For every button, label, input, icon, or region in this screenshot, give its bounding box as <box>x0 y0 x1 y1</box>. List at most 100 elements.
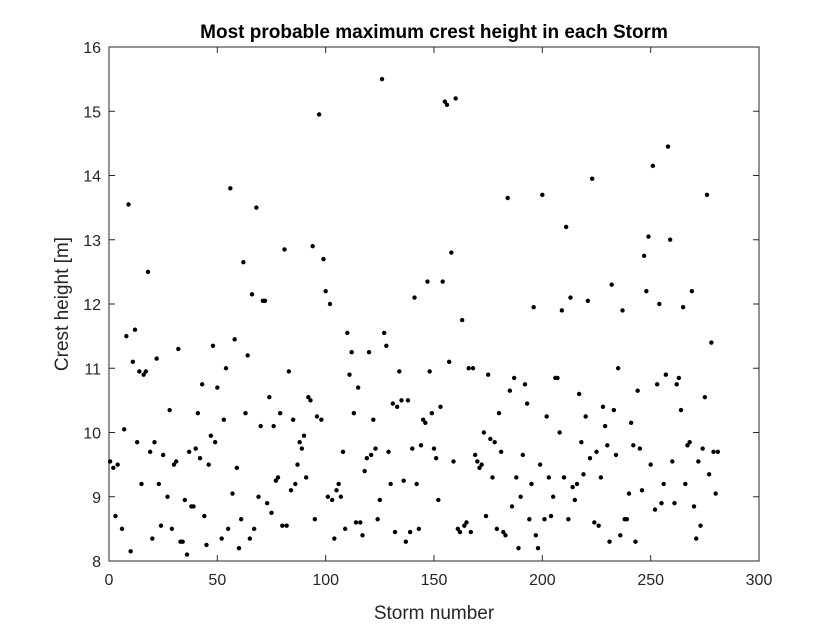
data-point <box>238 517 244 522</box>
data-point <box>600 404 606 409</box>
data-point <box>596 523 601 528</box>
data-point <box>416 526 422 532</box>
data-point <box>433 456 439 461</box>
data-point <box>277 411 283 416</box>
data-point <box>555 375 560 381</box>
data-point <box>479 462 484 467</box>
data-point <box>245 353 250 358</box>
data-point <box>111 465 116 471</box>
data-point <box>618 533 623 538</box>
data-point <box>345 330 350 336</box>
data-point <box>533 533 539 538</box>
data-point <box>206 462 211 467</box>
data-point <box>366 349 372 355</box>
data-point <box>267 394 272 400</box>
data-point <box>494 526 500 532</box>
y-tick-label: 15 <box>83 104 101 121</box>
data-point <box>269 510 274 516</box>
data-point <box>349 349 354 355</box>
data-point <box>628 420 634 426</box>
data-point <box>377 497 383 503</box>
data-point <box>602 423 608 429</box>
axis-ticks: 0 50 100 150 200 250 300 8 9 10 11 12 13 14 15 16 <box>83 40 772 589</box>
data-point <box>592 520 597 525</box>
data-point <box>306 394 311 400</box>
data-point <box>169 526 175 532</box>
data-point <box>496 411 502 416</box>
data-point <box>520 452 526 458</box>
data-point <box>611 407 617 413</box>
data-point <box>312 517 318 522</box>
data-point <box>685 443 690 448</box>
data-point <box>368 452 374 458</box>
x-tick-label: 150 <box>421 572 448 589</box>
data-point <box>249 292 255 297</box>
data-point <box>321 256 326 262</box>
data-point <box>659 500 664 506</box>
data-point <box>475 459 480 464</box>
data-point <box>704 192 710 197</box>
data-point <box>488 436 493 442</box>
data-point <box>548 513 554 519</box>
data-point <box>689 288 695 294</box>
data-point <box>483 513 489 519</box>
data-point <box>113 513 118 519</box>
data-point <box>134 439 140 445</box>
data-point <box>150 536 155 541</box>
data-point <box>505 195 510 201</box>
x-tick-label: 0 <box>105 572 114 589</box>
data-point <box>232 337 237 342</box>
data-point <box>258 423 263 429</box>
data-point <box>316 112 322 117</box>
data-point <box>414 481 419 487</box>
data-point <box>184 552 190 557</box>
data-point <box>572 497 578 503</box>
data-point <box>652 507 658 512</box>
data-point <box>503 533 508 538</box>
data-point <box>648 462 653 467</box>
data-point <box>301 433 307 438</box>
data-point <box>288 488 294 493</box>
data-point <box>451 459 456 464</box>
data-point <box>236 545 242 551</box>
data-point <box>678 407 684 413</box>
data-point <box>107 459 113 464</box>
data-point <box>323 288 328 294</box>
data-point <box>215 385 220 390</box>
data-point <box>470 366 476 371</box>
data-point <box>650 163 656 169</box>
data-point <box>124 333 129 339</box>
data-point <box>429 411 435 416</box>
data-point <box>691 504 697 509</box>
data-point <box>698 523 703 528</box>
data-point <box>230 491 235 496</box>
plot-area <box>108 46 760 562</box>
data-point <box>271 423 276 429</box>
data-point <box>412 295 417 300</box>
y-tick-label: 13 <box>83 233 101 250</box>
data-point <box>637 446 643 451</box>
data-point <box>126 202 131 207</box>
data-point <box>167 407 172 413</box>
data-point <box>455 526 461 532</box>
data-point <box>535 545 541 551</box>
data-point <box>537 462 543 467</box>
data-point <box>410 446 415 451</box>
data-point <box>459 317 465 323</box>
data-point <box>303 475 309 480</box>
data-point <box>286 369 292 374</box>
data-point <box>358 520 363 525</box>
data-point <box>121 427 127 432</box>
data-point <box>256 494 261 499</box>
data-point <box>360 533 365 538</box>
data-point <box>375 517 380 522</box>
data-point <box>559 308 565 313</box>
data-point <box>550 494 556 499</box>
data-point <box>407 529 413 535</box>
data-point <box>195 411 201 416</box>
data-point <box>466 366 471 371</box>
data-point <box>180 539 185 544</box>
data-point <box>524 401 530 406</box>
x-axis-label: Storm number <box>374 603 495 624</box>
data-point <box>468 529 474 535</box>
